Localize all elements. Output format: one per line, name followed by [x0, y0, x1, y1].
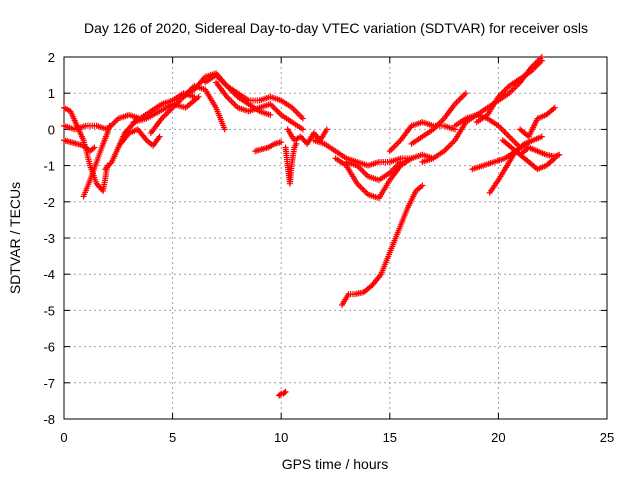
y-tick-label: -6	[43, 340, 55, 355]
data-point	[278, 139, 285, 146]
series-arc-outlier	[276, 388, 289, 399]
data-point	[419, 182, 426, 189]
series-arc-late-tail-3	[499, 137, 558, 173]
x-tick-label: 20	[491, 430, 505, 445]
series-arc-deep-drop	[339, 182, 426, 308]
x-tick-label: 0	[60, 430, 67, 445]
series-arc-mid-valley-3	[343, 158, 404, 184]
series-arc-late-low-2	[486, 133, 545, 196]
data-point	[556, 151, 563, 158]
data-point	[281, 389, 288, 396]
data-point	[397, 158, 404, 165]
series-arc-early-drop-1	[61, 104, 111, 194]
series-arc-mid-noisy	[284, 126, 330, 147]
series-arc-mid-spike	[282, 140, 300, 187]
axis-ticks: 0 5 10 15 20 25 -8 -7 -6 -5 -4 -3 -2 -1 0 1 2	[43, 50, 614, 445]
data-point	[267, 111, 274, 118]
y-tick-label: -1	[43, 159, 55, 174]
series-arc-late-climb	[473, 57, 545, 126]
series-arc-late-tail-1	[517, 144, 563, 160]
series-arc-late-tail-2	[517, 104, 558, 140]
y-tick-label: -2	[43, 195, 55, 210]
data-point	[299, 115, 306, 122]
x-tick-label: 10	[274, 430, 288, 445]
y-tick-label: 0	[48, 122, 55, 137]
data-point	[299, 126, 306, 133]
x-tick-label: 15	[383, 430, 397, 445]
y-tick-label: 1	[48, 86, 55, 101]
data-point	[156, 133, 163, 140]
x-axis-label: GPS time / hours	[282, 456, 389, 472]
data-points	[61, 54, 563, 399]
data-point	[91, 144, 98, 151]
data-point	[551, 155, 558, 162]
x-tick-label: 25	[600, 430, 614, 445]
series-arc-mid-short	[252, 139, 285, 155]
series-arc-peak-1	[147, 82, 228, 137]
data-point	[277, 391, 284, 398]
data-point	[408, 155, 415, 162]
series-arc-mid-valley-1	[310, 137, 437, 169]
data-point	[538, 133, 545, 140]
y-tick-label: 2	[48, 50, 55, 65]
series-arc-early-dip	[117, 126, 163, 149]
series-arc-late-rise-2	[408, 90, 469, 147]
y-tick-label: -5	[43, 303, 55, 318]
y-axis-label: SDTVAR / TECUs	[7, 182, 23, 294]
y-tick-label: -3	[43, 231, 55, 246]
data-point	[554, 152, 561, 159]
data-point	[221, 126, 228, 133]
chart-title: Day 126 of 2020, Sidereal Day-to-day VTE…	[84, 20, 588, 36]
data-point	[282, 388, 289, 395]
series-arc-mid-valley-2	[332, 155, 415, 202]
series-arc-early-rise	[130, 93, 202, 126]
series-arc-peak-3	[202, 72, 306, 122]
data-point	[323, 126, 330, 133]
series-arc-peak-4	[213, 79, 306, 133]
data-point	[195, 93, 202, 100]
data-point	[551, 104, 558, 111]
y-tick-label: -7	[43, 376, 55, 391]
series-arc-early-drop-2	[80, 122, 113, 200]
y-tick-label: -8	[43, 412, 55, 427]
series-arc-early-low	[61, 137, 98, 155]
data-point	[462, 90, 469, 97]
x-tick-label: 5	[169, 430, 176, 445]
data-point	[538, 57, 545, 64]
y-tick-label: -4	[43, 267, 55, 282]
grid-lines	[64, 57, 607, 419]
